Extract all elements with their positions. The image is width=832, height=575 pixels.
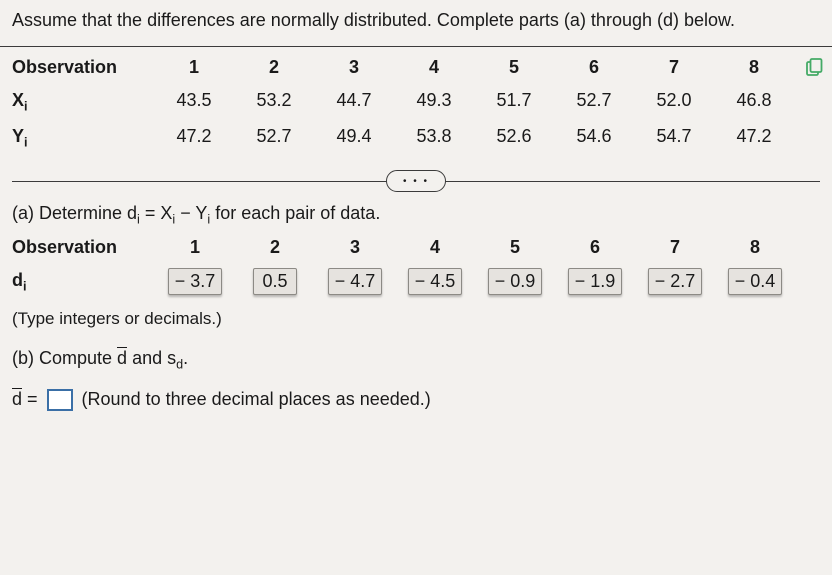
row-label-y: Yi [12, 126, 152, 150]
x-cell: 49.3 [396, 90, 472, 114]
col-header: 4 [398, 237, 472, 258]
d-cell: − 3.7 [158, 268, 232, 295]
col-header: 7 [636, 57, 712, 78]
d-cell: 0.5 [238, 268, 312, 295]
col-header: 1 [156, 57, 232, 78]
row-label-d: di [12, 270, 152, 294]
x-cell: 53.2 [236, 90, 312, 114]
y-cell: 52.7 [236, 126, 312, 150]
col-header: 3 [316, 57, 392, 78]
col-header: 5 [476, 57, 552, 78]
col-header: 6 [558, 237, 632, 258]
y-cell: 49.4 [316, 126, 392, 150]
row-label-x: Xi [12, 90, 152, 114]
d-cell: − 4.7 [318, 268, 392, 295]
col-header: 1 [158, 237, 232, 258]
d-cell: − 1.9 [558, 268, 632, 295]
y-cell: 53.8 [396, 126, 472, 150]
y-cell: 52.6 [476, 126, 552, 150]
row-label-observation: Observation [12, 57, 152, 78]
d-cell: − 4.5 [398, 268, 472, 295]
copy-icon[interactable] [804, 57, 824, 77]
data-table: Observation 1 2 3 4 5 6 7 8 Xi 43.5 53.2… [12, 57, 792, 149]
d-bar-symbol: d [12, 388, 22, 410]
x-cell: 46.8 [716, 90, 792, 114]
x-cell: 43.5 [156, 90, 232, 114]
answer-line: d = (Round to three decimal places as ne… [0, 378, 832, 417]
y-cell: 54.7 [636, 126, 712, 150]
col-header: 5 [478, 237, 552, 258]
diff-table: Observation 1 2 3 4 5 6 7 8 di − 3.7 0.5… [12, 237, 792, 295]
part-a-text: (a) Determine di = Xi − Yi for each pair… [12, 203, 820, 227]
x-cell: 52.7 [556, 90, 632, 114]
divider: • • • [12, 169, 820, 193]
x-cell: 44.7 [316, 90, 392, 114]
type-note: (Type integers or decimals.) [0, 305, 832, 337]
d-cell: − 0.9 [478, 268, 552, 295]
rounding-hint: (Round to three decimal places as needed… [82, 389, 431, 409]
part-b-text: (b) Compute d and sd. [0, 337, 832, 378]
data-panel: Observation 1 2 3 4 5 6 7 8 Xi 43.5 53.2… [0, 46, 832, 305]
col-header: 2 [238, 237, 312, 258]
col-header: 8 [718, 237, 792, 258]
col-header: 2 [236, 57, 312, 78]
y-cell: 47.2 [716, 126, 792, 150]
col-header: 8 [716, 57, 792, 78]
expand-button[interactable]: • • • [386, 170, 446, 192]
dbar-input[interactable] [47, 389, 73, 411]
problem-prompt: Assume that the differences are normally… [0, 0, 832, 42]
row-label-observation: Observation [12, 237, 152, 258]
y-cell: 54.6 [556, 126, 632, 150]
col-header: 3 [318, 237, 392, 258]
x-cell: 52.0 [636, 90, 712, 114]
y-cell: 47.2 [156, 126, 232, 150]
col-header: 6 [556, 57, 632, 78]
d-cell: − 0.4 [718, 268, 792, 295]
x-cell: 51.7 [476, 90, 552, 114]
col-header: 4 [396, 57, 472, 78]
d-cell: − 2.7 [638, 268, 712, 295]
col-header: 7 [638, 237, 712, 258]
